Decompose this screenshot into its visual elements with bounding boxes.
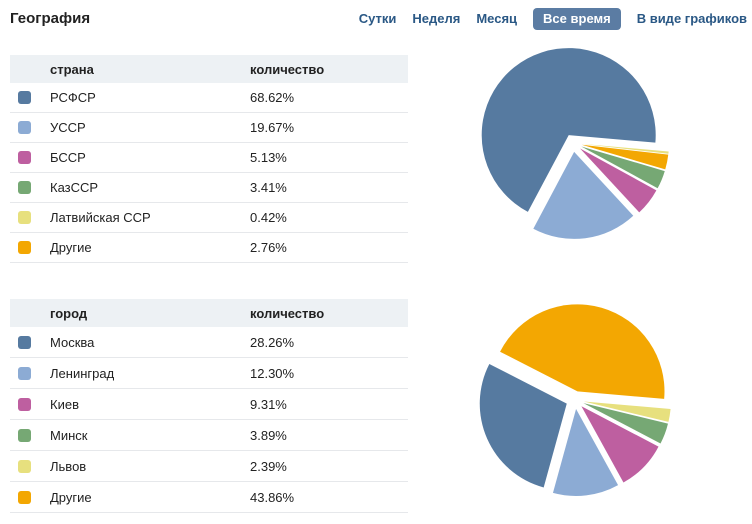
table-row: Минск 3.89% bbox=[10, 420, 408, 451]
legend-swatch bbox=[18, 151, 31, 164]
row-label: Латвийская ССР bbox=[50, 210, 151, 225]
table-row: Ленинград 12.30% bbox=[10, 358, 408, 389]
table-row: УССР 19.67% bbox=[10, 113, 408, 143]
table-row: РСФСР 68.62% bbox=[10, 83, 408, 113]
pie-slice-cities-4[interactable] bbox=[583, 403, 668, 444]
legend-swatch bbox=[18, 366, 31, 380]
pie-slice-cities-0[interactable] bbox=[500, 304, 665, 399]
legend-swatch bbox=[18, 181, 31, 194]
column-header-amount: количество bbox=[250, 61, 325, 77]
row-label: Львов bbox=[50, 458, 87, 474]
pie-slice-countries-4[interactable] bbox=[581, 144, 669, 170]
legend-swatch bbox=[18, 241, 31, 254]
tab-4[interactable]: В виде графиков bbox=[636, 11, 747, 26]
column-header-amount: количество bbox=[250, 305, 325, 321]
legend-swatch bbox=[18, 211, 31, 224]
row-label: УССР bbox=[50, 120, 86, 135]
cities-table: город количество Москва 28.26% Ленинград 12… bbox=[10, 299, 408, 513]
column-header-city: город bbox=[50, 305, 88, 321]
pie-slice-countries-3[interactable] bbox=[581, 146, 665, 189]
row-label: Другие bbox=[50, 489, 92, 505]
tab-0[interactable]: Сутки bbox=[358, 11, 397, 26]
row-label: КазССР bbox=[50, 180, 99, 195]
row-label: Москва bbox=[50, 334, 95, 350]
row-value: 12.30% bbox=[250, 365, 295, 381]
pie-slice-cities-5[interactable] bbox=[583, 401, 671, 422]
table-row: Другие 43.86% bbox=[10, 482, 408, 513]
table-row: Латвийская ССР 0.42% bbox=[10, 203, 408, 233]
tab-3-active[interactable]: Все время bbox=[533, 8, 621, 30]
legend-swatch bbox=[18, 335, 31, 349]
period-tabs: Сутки Неделя Месяц Все время В виде графиков bbox=[359, 8, 747, 30]
pie-slice-countries-1[interactable] bbox=[533, 151, 634, 239]
countries-pie-chart bbox=[481, 48, 669, 239]
row-label: Другие bbox=[50, 240, 92, 255]
pie-slice-cities-3[interactable] bbox=[581, 406, 659, 483]
row-label: Ленинград bbox=[50, 365, 115, 381]
row-value: 3.41% bbox=[250, 180, 287, 195]
cities-table-header: город количество bbox=[10, 299, 408, 327]
legend-swatch bbox=[18, 490, 31, 504]
column-header-country: страна bbox=[50, 61, 94, 77]
row-value: 0.42% bbox=[250, 210, 287, 225]
legend-swatch bbox=[18, 428, 31, 442]
row-value: 19.67% bbox=[250, 120, 295, 135]
row-value: 28.26% bbox=[250, 334, 295, 350]
table-row: БССР 5.13% bbox=[10, 143, 408, 173]
tab-1[interactable]: Неделя bbox=[412, 11, 461, 26]
tab-2[interactable]: Месяц bbox=[476, 11, 518, 26]
legend-swatch bbox=[18, 397, 31, 411]
countries-table-body: РСФСР 68.62% УССР 19.67% БССР 5.13% КазССР 3.41… bbox=[10, 83, 408, 263]
row-label: Киев bbox=[50, 396, 79, 412]
legend-swatch bbox=[18, 91, 31, 104]
pie-slice-countries-5[interactable] bbox=[581, 143, 669, 154]
table-row: Львов 2.39% bbox=[10, 451, 408, 482]
row-label: БССР bbox=[50, 150, 86, 165]
table-row: Москва 28.26% bbox=[10, 327, 408, 358]
row-value: 9.31% bbox=[250, 396, 287, 412]
page-title: География bbox=[10, 10, 91, 27]
row-value: 43.86% bbox=[250, 489, 295, 505]
pie-slice-countries-2[interactable] bbox=[580, 148, 657, 213]
countries-table: страна количество РСФСР 68.62% УССР 19.67% Б… bbox=[10, 55, 408, 263]
table-row: Киев 9.31% bbox=[10, 389, 408, 420]
pie-slice-cities-2[interactable] bbox=[552, 408, 619, 496]
row-label: РСФСР bbox=[50, 90, 96, 105]
table-row: КазССР 3.41% bbox=[10, 173, 408, 203]
pie-slice-countries-0[interactable] bbox=[481, 48, 656, 212]
cities-pie-chart bbox=[479, 304, 671, 496]
table-row: Другие 2.76% bbox=[10, 233, 408, 263]
row-value: 2.76% bbox=[250, 240, 287, 255]
row-value: 68.62% bbox=[250, 90, 295, 105]
row-value: 5.13% bbox=[250, 150, 287, 165]
countries-table-header: страна количество bbox=[10, 55, 408, 83]
legend-swatch bbox=[18, 121, 31, 134]
row-label: Минск bbox=[50, 427, 88, 443]
cities-table-body: Москва 28.26% Ленинград 12.30% Киев 9.31% Минс… bbox=[10, 327, 408, 513]
row-value: 3.89% bbox=[250, 427, 287, 443]
pie-slice-cities-1[interactable] bbox=[479, 363, 567, 488]
row-value: 2.39% bbox=[250, 458, 287, 474]
legend-swatch bbox=[18, 459, 31, 473]
